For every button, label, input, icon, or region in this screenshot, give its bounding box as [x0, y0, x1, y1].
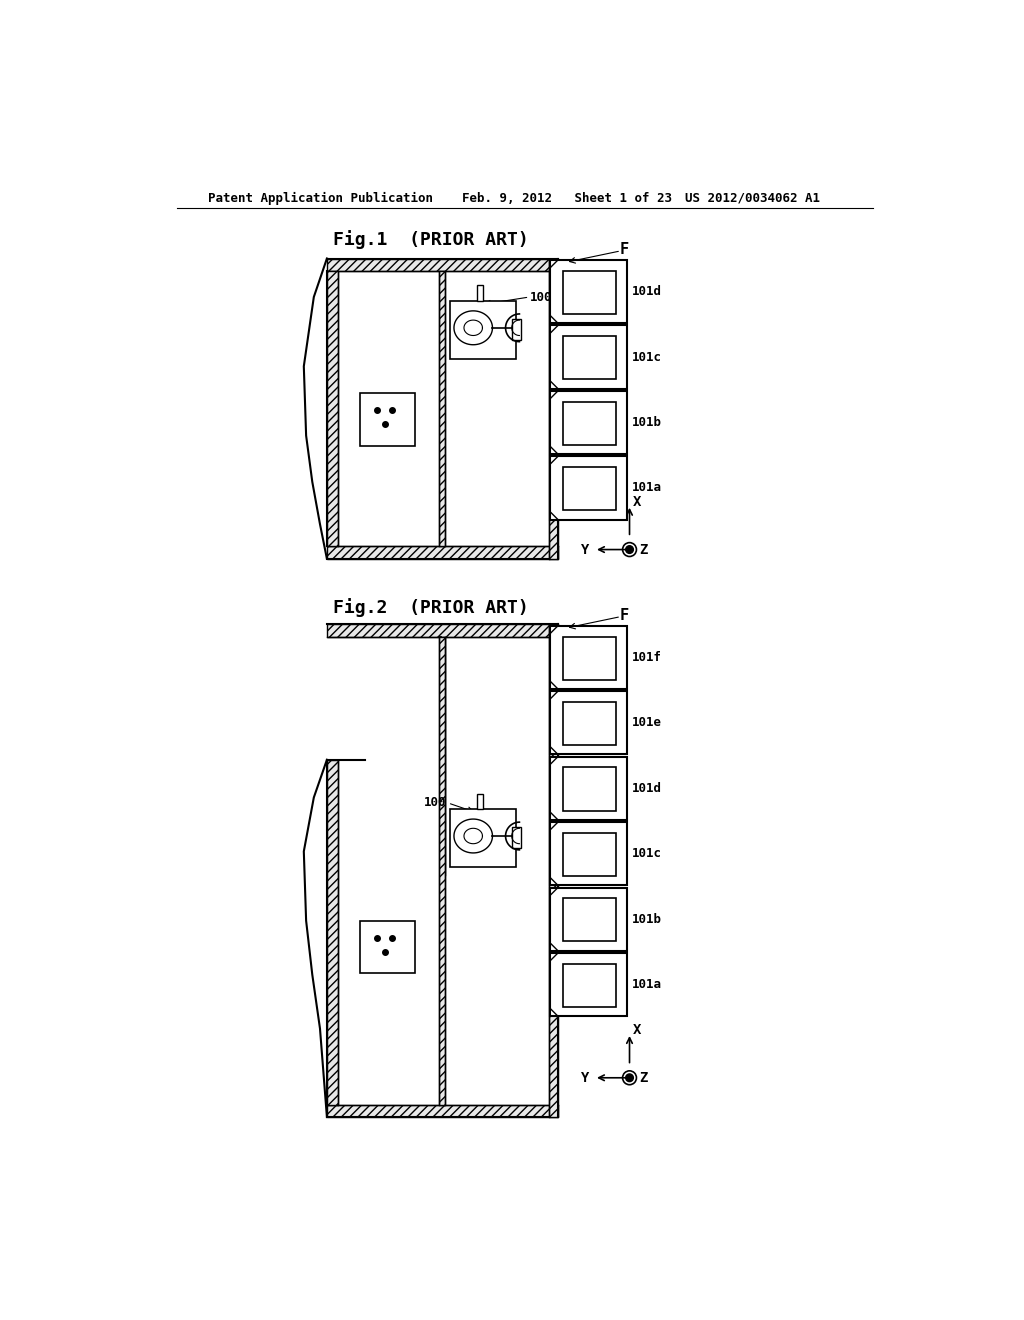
Bar — [562, 636, 616, 680]
Text: 100: 100 — [424, 796, 446, 809]
Bar — [360, 921, 416, 973]
Bar — [477, 285, 483, 301]
Text: 101d: 101d — [632, 781, 662, 795]
Bar — [550, 822, 628, 886]
Text: US 2012/0034062 A1: US 2012/0034062 A1 — [685, 191, 820, 205]
Bar — [327, 1105, 558, 1117]
Bar — [562, 833, 616, 876]
Text: 101b: 101b — [632, 912, 662, 925]
Text: X: X — [633, 495, 641, 508]
Text: 101d: 101d — [632, 285, 662, 298]
Text: Z: Z — [640, 543, 648, 557]
Text: Y: Y — [581, 1071, 590, 1085]
Bar — [562, 337, 616, 379]
Text: Fig.1  (PRIOR ART): Fig.1 (PRIOR ART) — [333, 230, 528, 248]
Bar — [550, 326, 628, 388]
Bar — [562, 467, 616, 511]
Bar — [550, 692, 628, 755]
Bar — [550, 391, 628, 454]
Text: Patent Application Publication: Patent Application Publication — [208, 191, 432, 205]
Bar — [562, 899, 616, 941]
Text: 100: 100 — [529, 290, 552, 304]
Bar — [562, 964, 616, 1007]
Bar — [562, 401, 616, 445]
Bar — [550, 953, 628, 1016]
Text: 101c: 101c — [632, 847, 662, 861]
Text: Y: Y — [581, 543, 590, 557]
Bar — [360, 393, 416, 446]
Bar — [550, 887, 628, 950]
Text: 101e: 101e — [632, 717, 662, 730]
Bar — [550, 260, 628, 323]
Bar — [562, 767, 616, 810]
Bar — [438, 636, 445, 1105]
Bar — [451, 809, 515, 867]
Circle shape — [626, 1074, 634, 1081]
Circle shape — [626, 545, 634, 553]
Text: Feb. 9, 2012   Sheet 1 of 23: Feb. 9, 2012 Sheet 1 of 23 — [462, 191, 672, 205]
Text: Fig.2  (PRIOR ART): Fig.2 (PRIOR ART) — [333, 598, 528, 616]
Text: 101b: 101b — [632, 416, 662, 429]
Bar — [451, 301, 515, 359]
Text: X: X — [633, 1023, 641, 1038]
Bar — [327, 624, 558, 636]
Bar — [562, 271, 616, 314]
Bar — [549, 259, 558, 558]
Bar — [550, 756, 628, 820]
Text: 101c: 101c — [632, 351, 662, 363]
Text: Z: Z — [640, 1071, 648, 1085]
Text: F: F — [620, 607, 629, 623]
Bar — [477, 793, 483, 809]
Bar — [327, 546, 558, 558]
Bar — [549, 624, 558, 1117]
Bar — [512, 318, 521, 341]
Bar — [550, 626, 628, 689]
Bar — [327, 271, 338, 546]
Bar — [562, 702, 616, 744]
Text: 101a: 101a — [632, 978, 662, 991]
Bar — [550, 457, 628, 520]
Text: 101f: 101f — [632, 651, 662, 664]
Bar — [512, 826, 521, 849]
Bar — [438, 271, 445, 546]
Text: F: F — [620, 242, 629, 257]
Bar — [327, 259, 558, 271]
Bar — [327, 760, 338, 1105]
Text: 101a: 101a — [632, 482, 662, 495]
